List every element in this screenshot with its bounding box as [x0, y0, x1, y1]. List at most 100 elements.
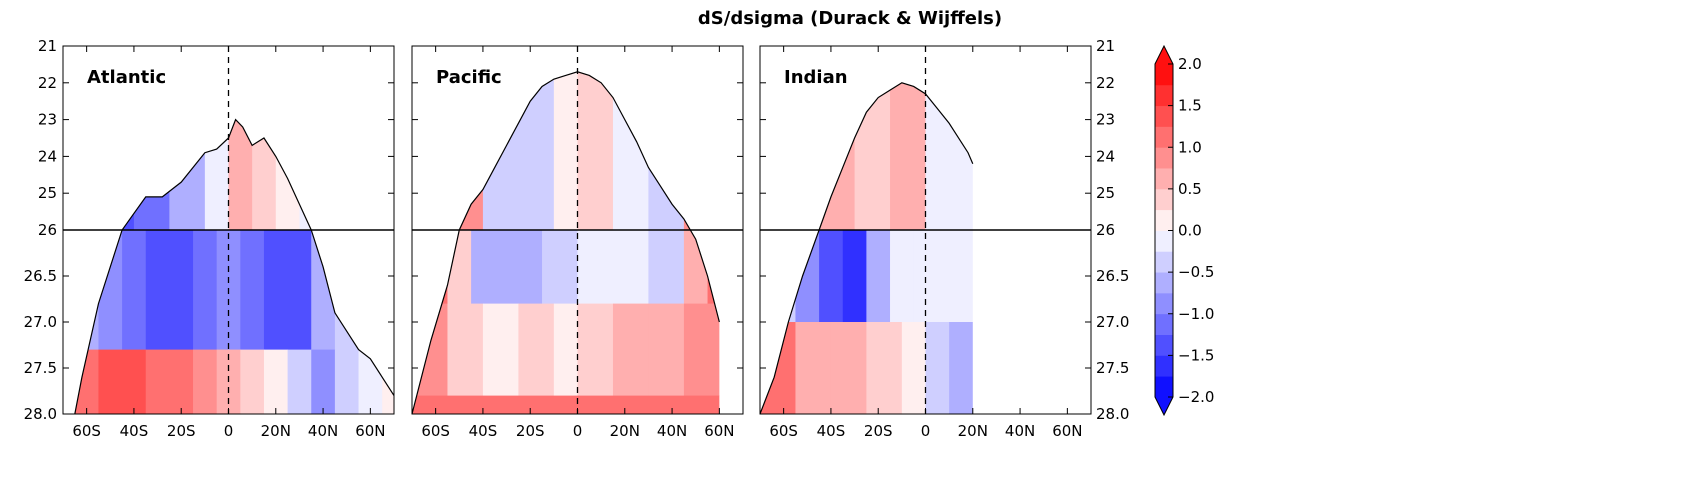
colorbar-tick-label: −1.5	[1178, 346, 1214, 364]
panel-label: Pacific	[436, 67, 502, 88]
colorbar-band	[1155, 334, 1173, 356]
colorbar-tick-label: 1.0	[1178, 138, 1202, 156]
panels: 60S 40S 20S 0 20N 40N 60N Atlantic 60S 40S 20S 0 20N…	[24, 37, 1130, 440]
colorbar-band	[1155, 188, 1173, 211]
y-tick-label-left: 27.5	[24, 359, 57, 377]
contour-cell	[193, 349, 218, 414]
contour-cell	[866, 230, 891, 323]
contour-cell	[577, 303, 614, 397]
contour-cell	[612, 303, 649, 397]
contour-cell	[311, 230, 336, 351]
contour-cell	[334, 349, 360, 414]
contour-cell	[287, 349, 312, 414]
contour-cell	[169, 230, 194, 351]
colorbar-band	[1155, 126, 1173, 148]
contour-cell	[795, 230, 820, 323]
colorbar-band	[1155, 147, 1173, 169]
contour-cell	[854, 82, 891, 231]
x-tick-label: 60N	[355, 422, 385, 440]
contour-cell	[683, 303, 720, 397]
x-tick-label: 20S	[864, 422, 893, 440]
contour-cell	[287, 230, 312, 351]
contour-cell	[553, 303, 578, 397]
contour-cell	[145, 230, 170, 351]
colorbar-tick-label: 0.0	[1178, 222, 1202, 240]
contour-cell	[240, 230, 265, 351]
x-tick-label: 60S	[421, 422, 450, 440]
contour-cell	[925, 82, 973, 231]
contour-cell	[122, 230, 147, 351]
colorbar-band	[1155, 272, 1173, 294]
y-tick-label-right: 24	[1096, 147, 1115, 165]
y-tick-label-left: 21	[38, 37, 57, 55]
contour-cell	[518, 71, 555, 231]
contour-cell	[683, 71, 720, 231]
x-tick-label: 20S	[167, 422, 196, 440]
contour-cell	[518, 303, 555, 397]
x-tick-label: 40N	[1005, 422, 1035, 440]
colorbar-tick-label: 0.5	[1178, 180, 1202, 198]
y-tick-label-left: 26.5	[24, 267, 57, 285]
contour-cell	[819, 230, 844, 323]
contour-cell	[263, 349, 289, 414]
colorbar-tick-label: 2.0	[1178, 55, 1202, 73]
contour-cell	[240, 349, 265, 414]
y-tick-label-left: 27.0	[24, 313, 57, 331]
colorbar-band	[1155, 292, 1173, 315]
panel-label: Atlantic	[87, 67, 166, 88]
contour-cell	[98, 349, 123, 414]
contour-cell	[98, 230, 123, 351]
x-tick-label: 40N	[308, 422, 338, 440]
y-tick-label-right: 21	[1096, 37, 1115, 55]
colorbar-tick-label: −0.5	[1178, 263, 1214, 281]
contour-cell	[299, 119, 324, 231]
contour-cell	[707, 230, 720, 305]
colorbar-band	[1155, 84, 1173, 107]
contour-cell	[577, 71, 614, 231]
contour-cell	[204, 119, 229, 231]
x-tick-label: 20S	[516, 422, 545, 440]
contour-cell	[169, 119, 206, 231]
contour-cell	[648, 303, 685, 397]
y-tick-label-left: 23	[38, 111, 57, 129]
contour-cell	[122, 349, 147, 414]
contour-cell	[925, 322, 950, 415]
contour-cell	[311, 349, 336, 414]
y-axis-labels: 21 21 22 22 23 23 24 24 25 25 26 26 26.5 26.5 27.0 27.0…	[24, 37, 1130, 423]
panel-pacific: 60S 40S 20S 0 20N 40N 60N Pacific	[411, 45, 744, 440]
colorbar-band	[1155, 355, 1173, 377]
x-tick-label: 60S	[769, 422, 798, 440]
contour-cell	[830, 322, 867, 415]
y-tick-label-right: 26	[1096, 221, 1115, 239]
y-tick-label-right: 27.5	[1096, 359, 1129, 377]
surface-outline	[74, 118, 395, 415]
contour-cell	[74, 230, 99, 351]
colorbar-band	[1155, 251, 1173, 273]
contour-cell	[612, 230, 649, 305]
y-tick-label-left: 24	[38, 147, 57, 165]
x-tick-label: 60N	[704, 422, 734, 440]
colorbar-extend-max	[1155, 46, 1173, 64]
contour-cell	[412, 230, 448, 305]
y-tick-label-right: 28.0	[1096, 405, 1129, 423]
contour-cell	[542, 230, 578, 305]
y-tick-label-left: 25	[38, 184, 57, 202]
contour-cell	[74, 349, 99, 414]
x-tick-label: 0	[921, 422, 931, 440]
contour-cell	[506, 230, 543, 305]
contour-cell	[866, 322, 903, 415]
colorbar-band	[1155, 209, 1173, 231]
y-tick-label-left: 26	[38, 221, 57, 239]
colorbar-tick-label: 1.5	[1178, 97, 1202, 115]
y-tick-label-right: 23	[1096, 111, 1115, 129]
x-tick-label: 40S	[120, 422, 149, 440]
y-tick-label-right: 27.0	[1096, 313, 1129, 331]
x-tick-label: 20N	[610, 422, 640, 440]
contour-cell	[275, 119, 300, 231]
x-tick-label: 40N	[657, 422, 687, 440]
colorbar-tick-label: −2.0	[1178, 388, 1214, 406]
contour-cell	[949, 322, 973, 415]
contour-cell	[169, 349, 194, 414]
y-tick-label-left: 28.0	[24, 405, 57, 423]
